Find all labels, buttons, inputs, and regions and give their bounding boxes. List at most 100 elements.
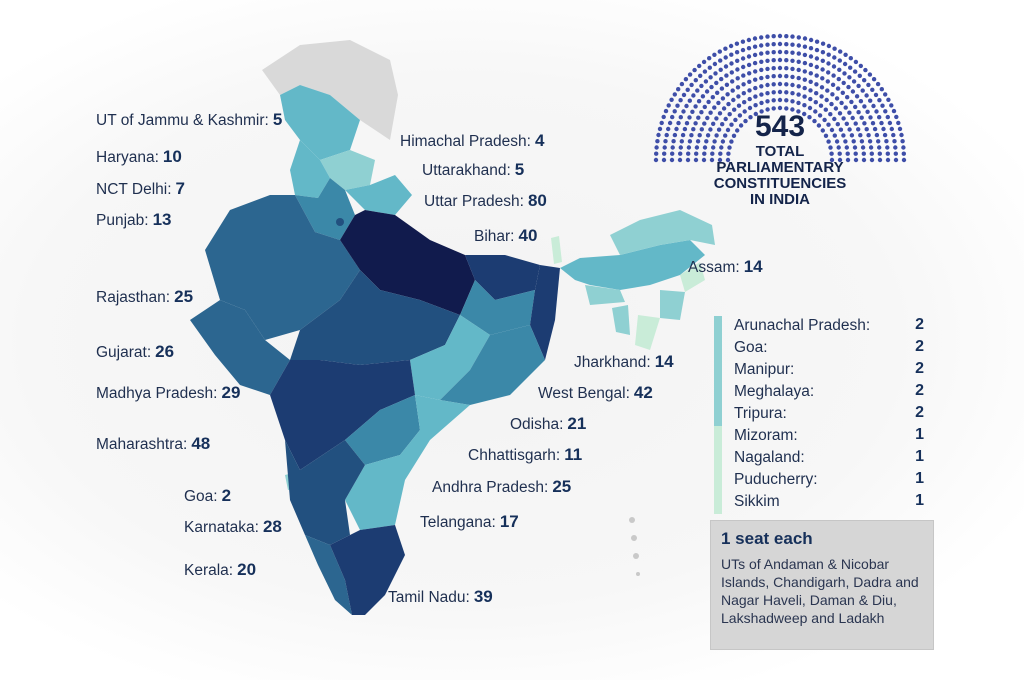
seat-dot <box>862 104 867 109</box>
seat-dot <box>740 56 746 61</box>
seat-dot <box>846 84 851 90</box>
seat-dot <box>831 64 837 69</box>
label-telangana: Telangana: 17 <box>420 512 519 532</box>
seat-dot <box>825 88 830 93</box>
seat-dot <box>689 133 694 138</box>
seat-dot <box>659 120 664 126</box>
region-west-bengal <box>530 265 560 360</box>
seat-dot <box>868 145 874 150</box>
seat-dot <box>741 73 746 78</box>
note-body: UTs of Andaman & Nicobar Islands, Chandi… <box>721 556 919 626</box>
seat-dot <box>670 151 675 156</box>
swatch <box>714 360 722 382</box>
seat-dot <box>735 85 741 90</box>
seat-dot <box>653 157 659 163</box>
seat-dot <box>752 52 758 58</box>
seat-dot <box>681 92 687 98</box>
seat-dot <box>849 133 855 138</box>
seat-dot <box>707 65 712 70</box>
seat-dot <box>790 34 795 39</box>
seat-dot <box>802 103 807 108</box>
seat-dot <box>666 126 671 132</box>
seat-dot <box>765 99 770 104</box>
seat-dot <box>894 114 899 120</box>
seat-dot <box>829 157 835 163</box>
seat-dot <box>759 67 764 73</box>
seat-dot <box>695 88 700 93</box>
seat-dot <box>808 88 813 93</box>
seat-dot <box>714 133 719 138</box>
region-uttar-pradesh <box>340 210 475 315</box>
seat-dot <box>848 65 853 70</box>
seat-dot <box>686 151 691 156</box>
parliament-semicircle <box>653 33 907 163</box>
seat-dot <box>661 114 666 120</box>
seat-dot <box>893 157 899 163</box>
seat-dot <box>893 145 898 150</box>
seat-dot <box>854 94 860 99</box>
seat-dot <box>753 77 758 82</box>
seat-dot <box>742 109 747 114</box>
seat-dot <box>853 151 858 156</box>
seat-dot <box>771 74 776 79</box>
seat-dot <box>860 88 865 93</box>
seat-dot <box>841 116 846 121</box>
seat-dot <box>847 75 852 80</box>
seat-dot <box>820 128 825 133</box>
seat-dot <box>808 62 814 68</box>
seat-dot <box>777 73 783 79</box>
seat-dot <box>837 111 843 116</box>
seat-dot <box>796 51 801 56</box>
seat-dot <box>850 115 855 121</box>
seat-dot <box>741 82 746 87</box>
seat-dot <box>836 76 841 82</box>
seat-dot <box>697 63 702 69</box>
seat-dot <box>733 117 738 123</box>
seat-dot <box>901 145 906 150</box>
seat-dot <box>858 133 863 138</box>
seat-dot <box>681 109 686 114</box>
seat-dot <box>723 46 728 51</box>
seat-dot <box>716 127 722 132</box>
seat-dot <box>847 110 852 115</box>
seat-dot <box>901 157 907 163</box>
seat-dot <box>709 84 714 90</box>
seat-dot <box>712 52 717 57</box>
seat-dot <box>706 99 711 105</box>
seat-dot <box>726 151 731 156</box>
seat-dot <box>887 120 893 126</box>
seat-dot <box>676 120 681 126</box>
seat-dot <box>693 157 699 163</box>
seat-dot <box>759 109 764 114</box>
seat-dot <box>726 101 731 107</box>
seat-dot <box>747 96 752 102</box>
seat-dot <box>725 127 731 133</box>
region-rajasthan <box>205 195 360 340</box>
seat-dot <box>883 109 888 114</box>
seat-dot <box>832 55 837 60</box>
seat-dot <box>875 81 881 87</box>
seat-dot <box>759 84 764 89</box>
seat-dot <box>893 151 898 156</box>
seat-dot <box>832 133 837 138</box>
seat-dot <box>752 60 758 66</box>
seat-dot <box>837 151 842 156</box>
region-meghalaya <box>585 285 625 305</box>
seat-dot <box>885 145 890 150</box>
seat-dot <box>820 76 825 81</box>
seat-dot <box>771 42 776 47</box>
seat-dot <box>833 106 839 111</box>
seat-dot <box>819 94 824 99</box>
seat-dot <box>818 103 824 108</box>
seat-dot <box>790 66 795 72</box>
seat-dot <box>657 126 663 132</box>
label-maharashtra: Maharashtra: 48 <box>96 434 211 454</box>
region-chhattisgarh <box>410 315 490 400</box>
region-telangana <box>345 395 420 465</box>
seat-dot <box>712 105 717 110</box>
seat-dot <box>707 56 712 61</box>
seat-dot <box>730 88 735 93</box>
seat-dot <box>695 139 701 144</box>
seat-dot <box>708 127 713 132</box>
one-seat-note: 1 seat each UTs of Andaman & Nicobar Isl… <box>710 520 934 650</box>
